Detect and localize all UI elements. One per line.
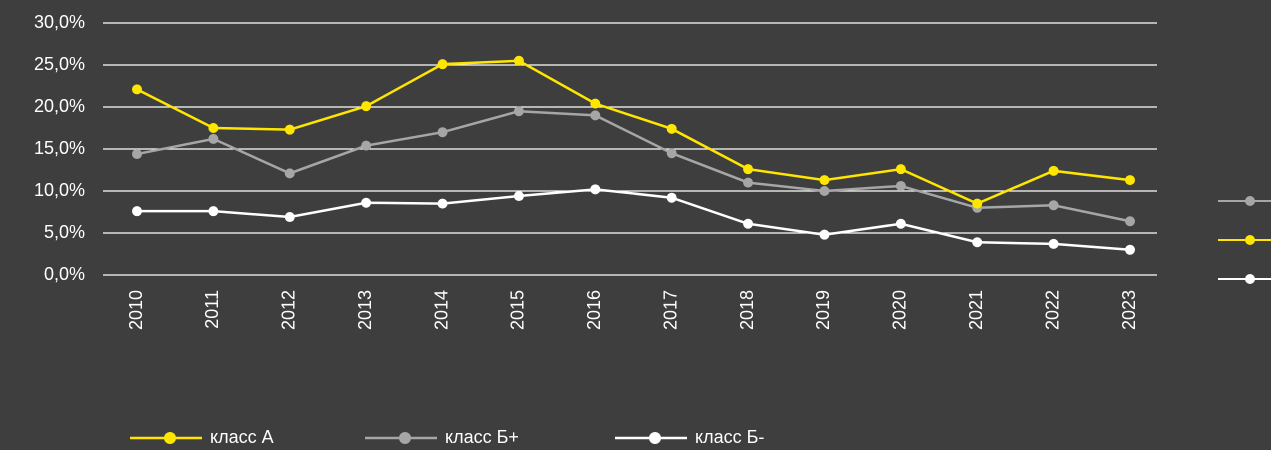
point <box>437 127 448 138</box>
point <box>590 184 601 195</box>
point <box>284 124 295 135</box>
x-tick-label: 2020 <box>890 290 910 330</box>
series-line <box>136 109 1131 223</box>
point <box>208 123 219 133</box>
x-tick-label: 2015 <box>508 290 528 330</box>
legend-marker <box>1245 196 1255 206</box>
legend-label: класс А <box>210 427 274 447</box>
x-tick-label: 2013 <box>355 290 375 330</box>
point <box>819 186 830 196</box>
point <box>361 197 372 208</box>
point <box>208 133 219 144</box>
x-tick-label: 2022 <box>1042 290 1062 330</box>
y-tick-label: 5,0% <box>44 222 85 242</box>
point <box>819 175 830 186</box>
x-tick-label: 2011 <box>202 290 222 329</box>
legend-label: класс Б- <box>695 427 764 447</box>
y-tick-label: 15,0% <box>34 138 85 158</box>
point <box>361 140 372 151</box>
point <box>1125 244 1135 255</box>
point <box>972 198 983 209</box>
y-tick-label: 25,0% <box>34 54 85 74</box>
cropped-legend <box>1218 196 1271 284</box>
point <box>208 206 219 217</box>
point <box>1125 175 1135 186</box>
point <box>132 206 142 217</box>
point <box>513 191 524 202</box>
point <box>743 218 754 229</box>
point <box>284 212 295 223</box>
point <box>743 164 754 175</box>
point <box>1048 165 1059 176</box>
point <box>513 106 524 117</box>
y-tick-label: 10,0% <box>34 180 85 200</box>
point <box>513 55 524 66</box>
point <box>666 192 677 203</box>
legend-marker <box>399 432 411 444</box>
x-tick-label: 2018 <box>737 290 757 330</box>
point <box>1048 238 1059 249</box>
x-tick-label: 2014 <box>431 290 451 330</box>
series-line <box>136 59 1131 205</box>
point <box>819 229 830 240</box>
y-tick-label: 0,0% <box>44 264 85 284</box>
point <box>1048 200 1059 211</box>
point <box>666 123 677 134</box>
point <box>895 164 906 175</box>
x-tick-label: 2019 <box>813 290 833 330</box>
x-tick-label: 2023 <box>1119 290 1139 330</box>
point <box>590 110 601 121</box>
x-tick-label: 2017 <box>660 290 680 330</box>
y-tick-label: 30,0% <box>34 12 85 32</box>
point <box>1125 216 1135 227</box>
point <box>895 218 906 229</box>
point <box>284 168 295 179</box>
x-tick-label: 2012 <box>279 290 299 330</box>
point <box>895 180 906 191</box>
point <box>132 84 142 95</box>
legend-marker <box>1245 235 1255 245</box>
legend-marker <box>649 432 661 444</box>
point <box>437 198 448 209</box>
point <box>972 237 983 248</box>
point <box>666 148 677 159</box>
point <box>361 101 372 112</box>
point <box>590 98 601 109</box>
x-tick-label: 2016 <box>584 290 604 330</box>
legend-marker <box>1245 274 1255 284</box>
point <box>437 59 448 70</box>
x-tick-label: 2021 <box>966 290 986 330</box>
point <box>743 177 754 188</box>
legend-label: класс Б+ <box>445 427 519 447</box>
x-tick-label: 2010 <box>126 290 146 330</box>
y-tick-label: 20,0% <box>34 96 85 116</box>
series-line <box>137 188 1131 252</box>
point <box>132 149 142 160</box>
legend-marker <box>164 432 176 444</box>
